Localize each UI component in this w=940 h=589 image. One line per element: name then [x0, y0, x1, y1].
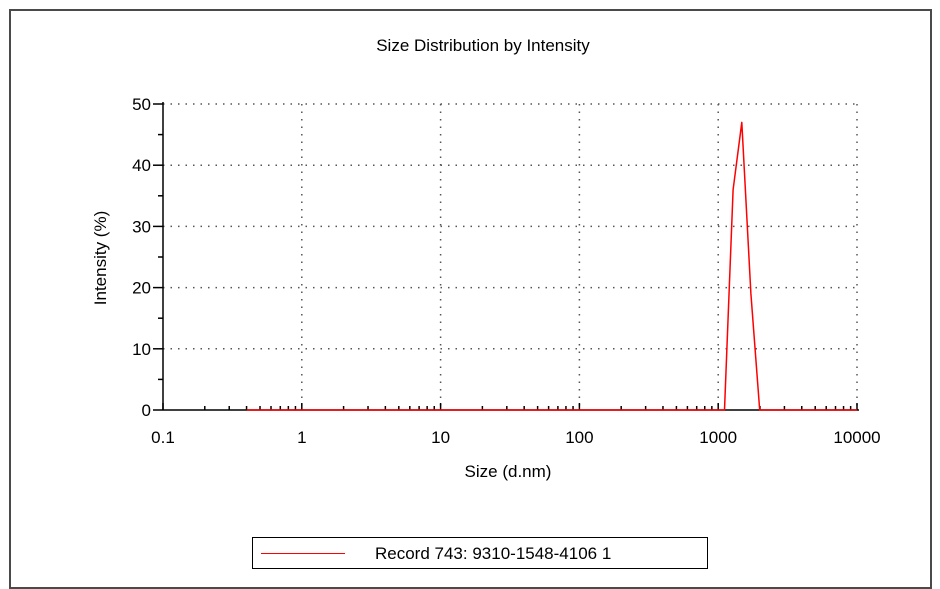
x-tick-label: 10: [431, 428, 450, 447]
x-tick-label: 100: [565, 428, 593, 447]
x-tick-label: 0.1: [151, 428, 175, 447]
grid-lines: [163, 103, 858, 410]
legend: Record 743: 9310-1548-4106 1: [252, 537, 708, 569]
y-tick-label: 0: [142, 401, 151, 420]
legend-label: Record 743: 9310-1548-4106 1: [375, 544, 612, 563]
series-line: [246, 121, 857, 411]
series-lines: [246, 121, 857, 411]
y-tick-label: 50: [132, 95, 151, 114]
axes: [153, 102, 859, 411]
x-tick-label: 1000: [699, 428, 737, 447]
x-tick-label: 10000: [833, 428, 880, 447]
y-tick-label: 10: [132, 340, 151, 359]
y-tick-label: 40: [132, 156, 151, 175]
legend-swatch: [261, 553, 345, 554]
y-axis-label: Intensity (%): [91, 211, 110, 305]
y-tick-label: 30: [132, 217, 151, 236]
y-tick-label: 20: [132, 279, 151, 298]
tick-labels: 0.1 1 10 100 1000 10000 0 10 20 30 40 50: [132, 95, 881, 447]
chart-title: Size Distribution by Intensity: [376, 36, 590, 55]
x-axis-label: Size (d.nm): [465, 462, 552, 481]
x-tick-label: 1: [297, 428, 306, 447]
